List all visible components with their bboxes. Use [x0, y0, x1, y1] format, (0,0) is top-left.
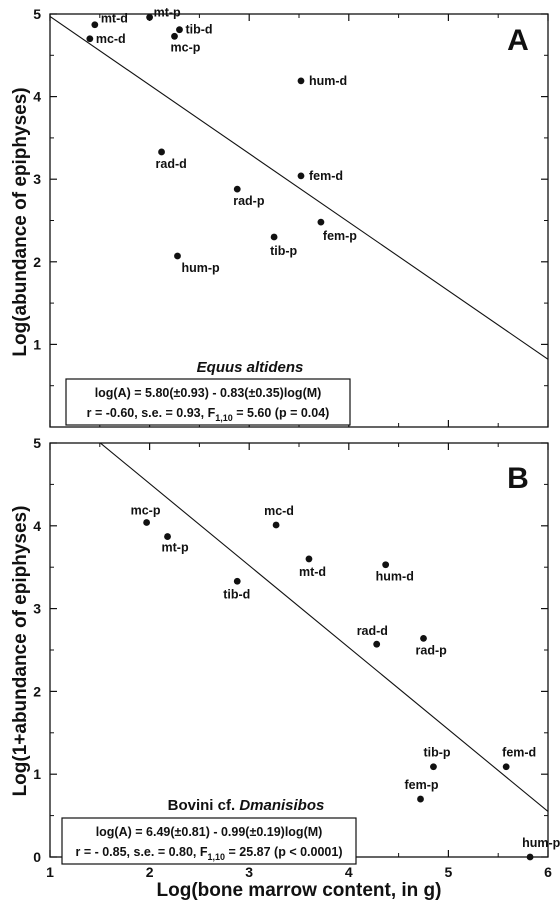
plot-frame: [49, 442, 549, 858]
y-tick-label: 1: [33, 766, 41, 782]
y-tick-label: 3: [33, 601, 41, 617]
data-point-hum-d: [297, 77, 305, 85]
point-label-mc-d: mc-d: [264, 504, 294, 518]
equation-line-1: log(A) = 5.80(±0.93) - 0.83(±0.35)log(M): [95, 386, 322, 400]
data-point-rad-p: [233, 185, 241, 193]
point-label-rad-d: rad-d: [156, 157, 187, 171]
y-axis-title: Log(abundance of epiphyses): [10, 87, 31, 356]
point-label-rad-d: rad-d: [357, 624, 388, 638]
equation-box: [61, 817, 357, 865]
regression-line: [99, 443, 548, 812]
point-label-fem-p: fem-p: [323, 229, 357, 243]
data-point-mt-p: [164, 533, 171, 540]
x-tick-label: 3: [245, 864, 253, 880]
data-point-fem-p: [417, 795, 424, 803]
equation-line-1: log(A) = 6.49(±0.81) - 0.99(±0.19)log(M): [96, 825, 323, 839]
y-tick-label: 3: [33, 171, 41, 187]
y-tick-label: 4: [33, 89, 41, 105]
data-point-hum-p: [174, 252, 181, 260]
data-point-fem-p: [317, 218, 325, 226]
point-label-tib-p: tib-p: [423, 746, 450, 760]
data-point-mc-d: [272, 521, 280, 529]
y-tick-label: 1: [33, 336, 41, 352]
y-tick-label: 5: [33, 435, 41, 451]
data-point-rad-p: [420, 635, 427, 642]
panel-letter: A: [507, 24, 529, 57]
data-point-mt-d: [305, 555, 313, 563]
point-label-fem-d: fem-d: [309, 169, 343, 183]
data-point-tib-p: [430, 763, 437, 771]
point-label-hum-d: hum-d: [309, 74, 347, 88]
x-tick-label: 2: [146, 864, 154, 880]
data-point-rad-d: [373, 640, 381, 648]
y-axis-title: Log(1+abundance of epiphyses): [10, 506, 31, 797]
data-point-mc-d: [86, 35, 94, 43]
point-label-fem-d: fem-d: [502, 746, 536, 760]
y-tick-label: 4: [33, 518, 41, 534]
point-label-mc-p: mc-p: [131, 503, 161, 517]
point-label-hum-d: hum-d: [376, 570, 414, 584]
data-point-mt-p: [146, 13, 154, 21]
panel-letter: B: [507, 462, 529, 495]
equation-box: [65, 378, 351, 426]
point-label-mt-p: mt-p: [154, 5, 181, 19]
point-label-mt-d: mt-d: [299, 565, 326, 579]
data-point-hum-d: [382, 561, 390, 569]
data-point-mc-p: [143, 519, 151, 526]
point-label-mc-d: mc-d: [96, 32, 126, 46]
point-label-tib-p: tib-p: [270, 244, 297, 258]
data-point-mt-d: [91, 21, 99, 29]
point-label-hum-p: hum-p: [522, 836, 560, 850]
x-tick-label: 6: [544, 864, 552, 880]
panel-a: 1 2 3 4 5 mt-d mc-d mt-p tib-d mc-p hum-d rad-d fem-…: [10, 5, 549, 428]
x-axis-title: Log(bone marrow content, in g): [157, 880, 442, 901]
point-label-tib-d: tib-d: [185, 23, 212, 37]
point-label-fem-p: fem-p: [405, 778, 439, 792]
data-point-fem-d: [297, 172, 305, 180]
data-point-tib-d: [176, 26, 183, 34]
y-tick-label: 2: [33, 254, 41, 270]
data-point-hum-p: [526, 853, 534, 861]
data-point-fem-d: [502, 763, 510, 771]
point-label-rad-p: rad-p: [416, 643, 448, 657]
point-label-rad-p: rad-p: [233, 194, 265, 208]
point-label-hum-p: hum-p: [181, 261, 220, 275]
point-label-mt-p: mt-p: [162, 541, 189, 555]
x-tick-label: 1: [46, 864, 54, 880]
point-label-mt-d: mt-d: [101, 12, 128, 26]
regression-line: [50, 16, 548, 360]
x-tick-label: 5: [445, 864, 453, 880]
y-tick-label: 0: [33, 849, 41, 865]
equation-line-2: r = -0.60, s.e. = 0.93, F1,10 = 5.60 (p …: [87, 406, 330, 423]
species-label: Bovini cf. Dmanisibos: [168, 797, 325, 814]
data-point-tib-d: [233, 577, 241, 585]
species-label: Equus altidens: [197, 359, 304, 376]
point-label-mc-p: mc-p: [171, 40, 201, 54]
data-point-rad-d: [158, 148, 165, 156]
y-tick-label: 5: [33, 6, 41, 22]
y-tick-label: 2: [33, 683, 41, 699]
x-tick-label: 4: [345, 864, 353, 880]
data-point-tib-p: [270, 233, 278, 241]
data-point-mc-p: [171, 32, 178, 40]
point-label-tib-d: tib-d: [223, 587, 250, 601]
equation-line-2: r = - 0.85, s.e. = 0.80, F1,10 = 25.87 (…: [75, 845, 342, 862]
